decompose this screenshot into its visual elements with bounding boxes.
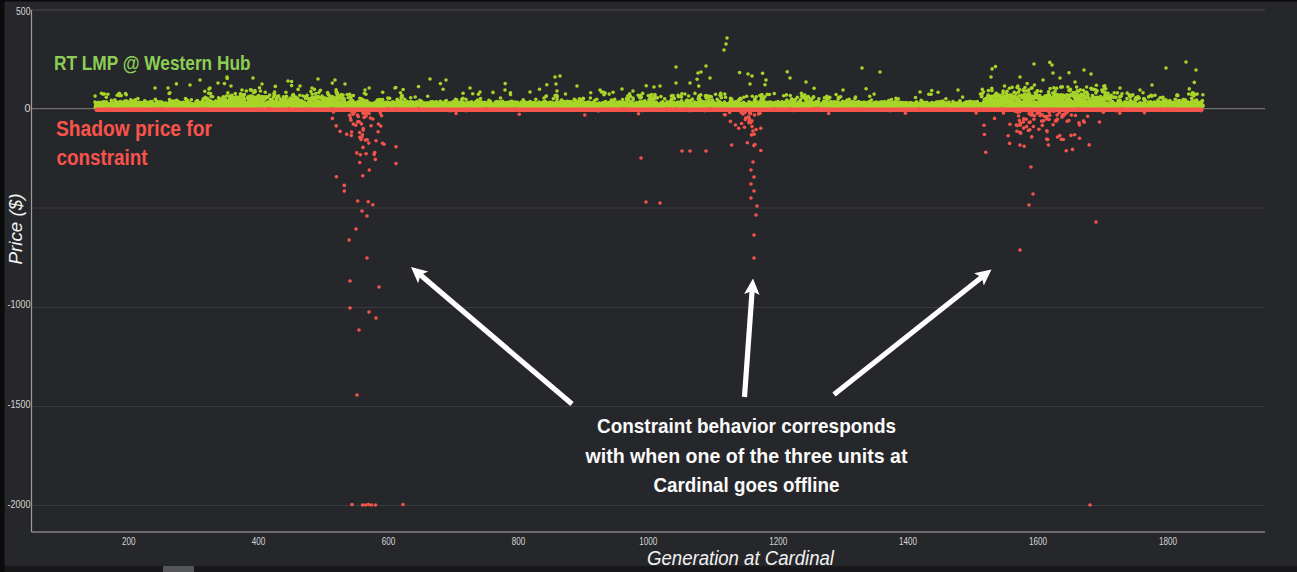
- svg-text:-2000: -2000: [8, 498, 31, 510]
- svg-text:1600: 1600: [1029, 535, 1047, 547]
- svg-text:constraint: constraint: [57, 145, 149, 170]
- svg-text:Generation at Cardinal: Generation at Cardinal: [647, 547, 835, 569]
- svg-text:Constraint behavior correspond: Constraint behavior corresponds: [597, 414, 896, 437]
- svg-text:-1000: -1000: [8, 298, 31, 310]
- svg-text:1800: 1800: [1159, 535, 1177, 547]
- svg-text:200: 200: [122, 535, 136, 547]
- svg-text:600: 600: [382, 535, 396, 547]
- svg-text:Shadow price for: Shadow price for: [56, 116, 212, 141]
- svg-text:400: 400: [252, 535, 266, 547]
- svg-text:RT LMP @ Western Hub: RT LMP @ Western Hub: [54, 51, 251, 74]
- svg-text:Cardinal goes offline: Cardinal goes offline: [654, 473, 840, 496]
- svg-text:1200: 1200: [769, 535, 787, 547]
- svg-text:500: 500: [16, 5, 31, 17]
- svg-text:800: 800: [512, 535, 526, 547]
- svg-text:0: 0: [24, 102, 30, 114]
- svg-text:with when one of the three uni: with when one of the three units at: [585, 444, 908, 467]
- svg-text:-1500: -1500: [8, 398, 31, 410]
- svg-text:1400: 1400: [899, 535, 917, 547]
- svg-text:Price ($): Price ($): [6, 194, 26, 265]
- svg-text:1000: 1000: [639, 535, 657, 547]
